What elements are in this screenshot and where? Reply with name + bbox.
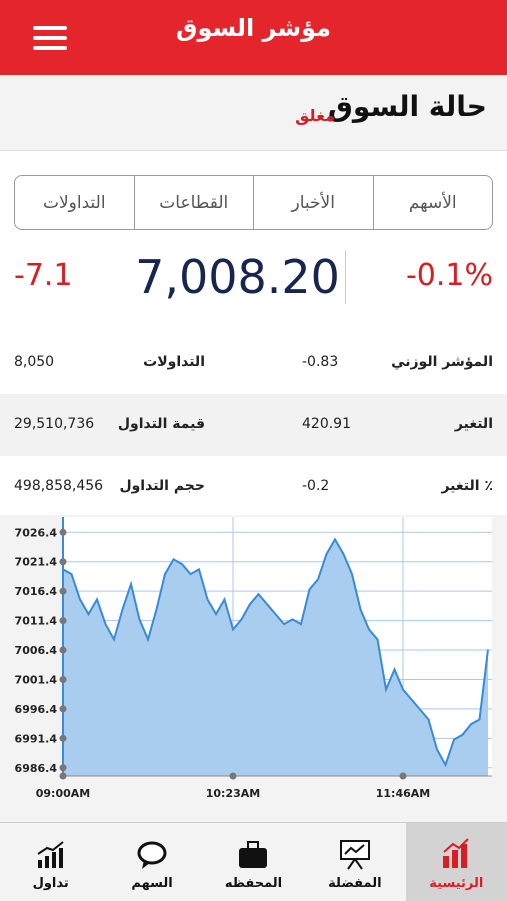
- nav-item[interactable]: المفضلة: [304, 823, 405, 901]
- market-status: حالة السوق مغلق: [0, 75, 507, 151]
- y-tick-label: 6996.4: [15, 703, 58, 716]
- y-tick-label: 7001.4: [15, 673, 58, 686]
- index-value: 7,008.20: [130, 250, 346, 304]
- tab[interactable]: التداولات: [42, 192, 106, 213]
- stat-row: المؤشر الوزني -0.83 التداولات 8,050: [0, 332, 507, 394]
- tab[interactable]: القطاعات: [133, 176, 254, 229]
- stat-label: التداولات: [143, 354, 205, 370]
- stat-value: -0.83: [302, 354, 339, 370]
- tabs: الأسهم الأخبار القطاعات التداولات: [14, 175, 493, 230]
- menu-button[interactable]: [33, 26, 67, 50]
- x-tick-label: 10:23AM: [206, 787, 260, 800]
- nav-item[interactable]: تداول: [0, 823, 101, 901]
- stat-row: التغير ٪ -0.2 حجم التداول 498,858,456: [0, 456, 507, 518]
- x-tick-label: 09:00AM: [36, 787, 90, 800]
- y-tick-mark: [59, 587, 67, 595]
- nav-item[interactable]: السهم: [101, 823, 202, 901]
- change-percent: -0.1%: [405, 258, 493, 293]
- status-label: حالة السوق: [327, 90, 487, 123]
- y-tick-mark: [59, 646, 67, 654]
- stat-label: المؤشر الوزني: [391, 354, 493, 370]
- y-tick-label: 7011.4: [15, 615, 58, 628]
- x-tick-mark: [399, 772, 407, 780]
- y-tick-label: 7021.4: [15, 556, 58, 569]
- stat-label: قيمة التداول: [117, 416, 205, 432]
- y-tick-mark: [59, 764, 67, 772]
- nav-label: المحفظه: [224, 876, 283, 891]
- status-value: مغلق: [295, 106, 335, 125]
- y-tick-mark: [59, 675, 67, 683]
- y-tick-label: 7006.4: [15, 644, 58, 657]
- y-tick-mark: [59, 617, 67, 625]
- bottom-nav: الرئيسية المفضلة المحفظه السهم تداول: [0, 822, 507, 901]
- nav-item[interactable]: المحفظه: [203, 823, 304, 901]
- y-tick-mark: [59, 528, 67, 536]
- y-tick-label: 6991.4: [15, 732, 58, 745]
- y-tick-label: 7026.4: [15, 526, 58, 539]
- tab[interactable]: الأسهم: [372, 176, 493, 229]
- stat-value: 29,510,736: [14, 416, 95, 432]
- stat-label: التغير ٪: [441, 478, 493, 494]
- y-tick-mark: [59, 558, 67, 566]
- y-tick-label: 6986.4: [15, 762, 58, 775]
- nav-label: تداول: [32, 876, 69, 891]
- stat-value: 498,858,456: [14, 478, 104, 494]
- y-tick-label: 7016.4: [15, 585, 58, 598]
- x-tick-mark: [59, 772, 67, 780]
- y-tick-mark: [59, 705, 67, 713]
- x-tick-mark: [229, 772, 237, 780]
- stat-value: 420.91: [302, 416, 351, 432]
- chart: 6986.4 6991.4 6996.4 7001.4 7006.4 7011.4 7016…: [0, 515, 507, 822]
- tab[interactable]: الأخبار: [253, 176, 373, 229]
- nav-label: المفضلة: [328, 876, 382, 891]
- y-tick-mark: [59, 734, 67, 742]
- line: [62, 537, 489, 768]
- nav-label: الرئيسية: [429, 876, 484, 891]
- header-title: مؤشر السوق: [176, 14, 331, 42]
- area: [63, 539, 488, 776]
- x-tick-label: 11:46AM: [376, 787, 430, 800]
- nav-item[interactable]: الرئيسية: [405, 823, 507, 901]
- stat-row: التغير 420.91 قيمة التداول 29,510,736: [0, 394, 507, 456]
- nav-label: السهم: [131, 876, 173, 891]
- stat-label: حجم التداول: [119, 478, 205, 494]
- header: مؤشر السوق: [0, 0, 507, 75]
- stat-label: التغير: [454, 416, 493, 432]
- change: -7.1: [14, 258, 73, 293]
- stat-value: -0.2: [302, 478, 330, 494]
- stat-value: 8,050: [14, 354, 55, 370]
